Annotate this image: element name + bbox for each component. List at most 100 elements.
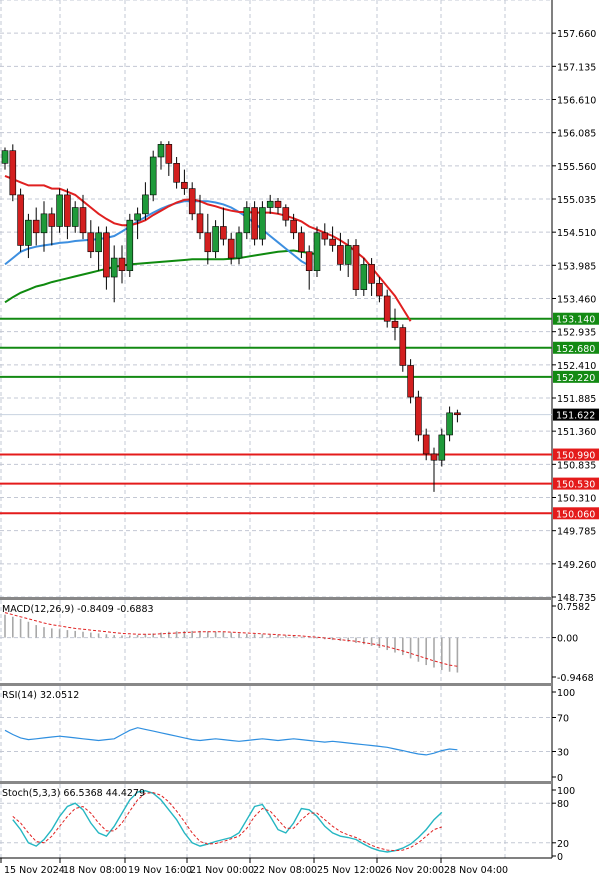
time-tick-label: 26 Nov 20:00 [380,865,444,876]
price-tick-label: 157.135 [557,62,596,73]
stoch-tick-label: 20 [557,839,569,850]
price-tick-label: 150.310 [557,494,596,505]
candle-body [95,232,102,253]
candle-body [251,207,258,240]
panel-separator [0,781,552,784]
candle-body [220,226,227,240]
level-tag [553,312,599,325]
rsi-tick-label: 30 [557,748,569,759]
candle-body [118,257,126,272]
time-tick-label: 19 Nov 16:00 [128,865,192,876]
candle-body [173,163,180,183]
panel-separator [0,597,552,600]
candle-body [438,434,446,461]
ma-mid-line [4,200,310,267]
candle-body [344,245,352,265]
candle-body [376,283,383,297]
level-tag [553,477,599,490]
time-tick-label: 18 Nov 08:00 [63,865,127,876]
candle-body [321,232,329,240]
candle-body [227,238,235,259]
candle-body [134,213,141,221]
level-label: 152.680 [556,344,595,355]
level-label: 152.220 [556,373,595,384]
candle-body [422,434,430,455]
time-tick-label: 15 Nov 2024 [4,865,65,876]
candle-body [157,144,165,158]
candle-body [274,200,282,208]
candle-body [188,188,196,215]
candle-body [266,200,274,208]
ma-slow-line [4,249,318,304]
time-tick-label: 28 Nov 04:00 [444,865,508,876]
price-tick-label: 152.410 [557,361,596,372]
candle-body [399,327,407,366]
candle-body [235,232,243,259]
candle-body [204,232,212,253]
rsi-label: RSI(14) 32.0512 [2,690,79,701]
candle-body [430,453,438,461]
price-tick-label: 153.460 [557,295,596,306]
candle-body [259,207,266,240]
level-label: 150.990 [556,451,595,462]
level-label: 150.530 [556,480,595,491]
time-tick-label: 22 Nov 08:00 [253,865,317,876]
candle-body [337,245,344,265]
candle-body [9,150,17,196]
level-tag [553,341,599,354]
rsi-tick-label: 100 [557,688,575,699]
candle-body [32,219,40,234]
price-tick-label: 152.935 [557,328,596,339]
price-tick-label: 153.985 [557,261,596,272]
candle-body [360,264,368,290]
candle-body [383,295,391,322]
candle-body [79,207,87,234]
candle-body [212,226,219,253]
stoch-label: Stoch(5,3,3) 66.5368 44.4279 [2,788,145,799]
rsi-tick-label: 70 [557,714,569,725]
stoch-tick-label: 80 [557,799,569,810]
panel-separator [0,683,552,686]
candle-body [446,412,453,436]
candle-body [56,194,63,227]
candle-body [165,144,173,164]
candle-body [282,207,290,221]
current-price-tag [553,408,599,421]
candle-body [25,219,32,246]
price-tick-label: 149.260 [557,560,596,571]
candle-body [87,232,95,253]
level-label: 153.140 [556,315,595,326]
level-tag [553,507,599,520]
price-tick-label: 154.510 [557,228,596,239]
candle-body [313,232,321,272]
price-tick-label: 151.360 [557,427,596,438]
macd-tick-label: -0.9468 [557,673,594,684]
macd-signal-line [4,612,458,667]
candle-body [290,219,297,234]
rsi-tick-label: 0 [557,773,563,784]
stoch-k-line [12,789,443,853]
stoch-d-line [12,792,442,852]
stoch-tick-label: 0 [557,852,563,863]
candle-body [64,194,71,227]
candle-body [391,320,399,328]
price-tick-label: 155.035 [557,195,596,206]
candle-body [71,207,79,227]
price-tick-label: 149.785 [557,527,596,538]
rsi-line [4,727,458,756]
macd-label: MACD(12,26,9) -0.8409 -0.6883 [2,604,154,615]
price-tick-label: 148.735 [557,593,596,604]
price-tick-label: 155.560 [557,162,596,173]
candle-body [142,194,149,215]
ma-fast-line [4,174,412,322]
candle-body [352,245,360,290]
candle-body [368,264,375,284]
price-tick-label: 156.085 [557,129,596,140]
candle-body [103,232,110,278]
stoch-tick-label: 100 [557,786,575,797]
candle-body [17,194,24,246]
time-tick-label: 21 Nov 00:00 [190,865,254,876]
candle-body [407,365,414,398]
